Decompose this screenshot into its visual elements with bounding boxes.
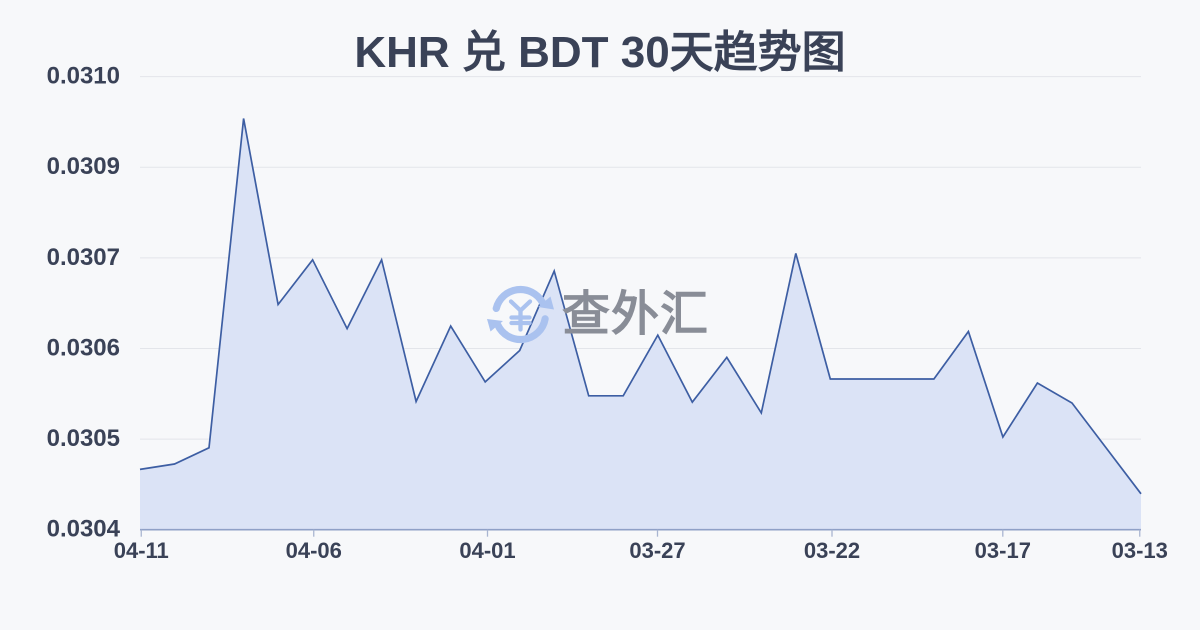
svg-text:04-06: 04-06 [286, 538, 342, 563]
svg-text:04-01: 04-01 [459, 538, 515, 563]
svg-text:03-22: 03-22 [804, 538, 860, 563]
svg-text:03-27: 03-27 [629, 538, 685, 563]
svg-text:查外汇: 查外汇 [562, 288, 709, 341]
svg-text:0.0307: 0.0307 [47, 244, 120, 271]
svg-text:0.0310: 0.0310 [47, 63, 120, 90]
svg-text:0.0306: 0.0306 [47, 335, 120, 362]
svg-text:03-17: 03-17 [975, 538, 1031, 563]
svg-text:04-11: 04-11 [114, 538, 169, 563]
svg-text:0.0309: 0.0309 [47, 153, 120, 180]
svg-text:0.0305: 0.0305 [47, 425, 120, 452]
svg-text:0.0304: 0.0304 [47, 516, 121, 543]
svg-text:03-13: 03-13 [1112, 538, 1168, 563]
